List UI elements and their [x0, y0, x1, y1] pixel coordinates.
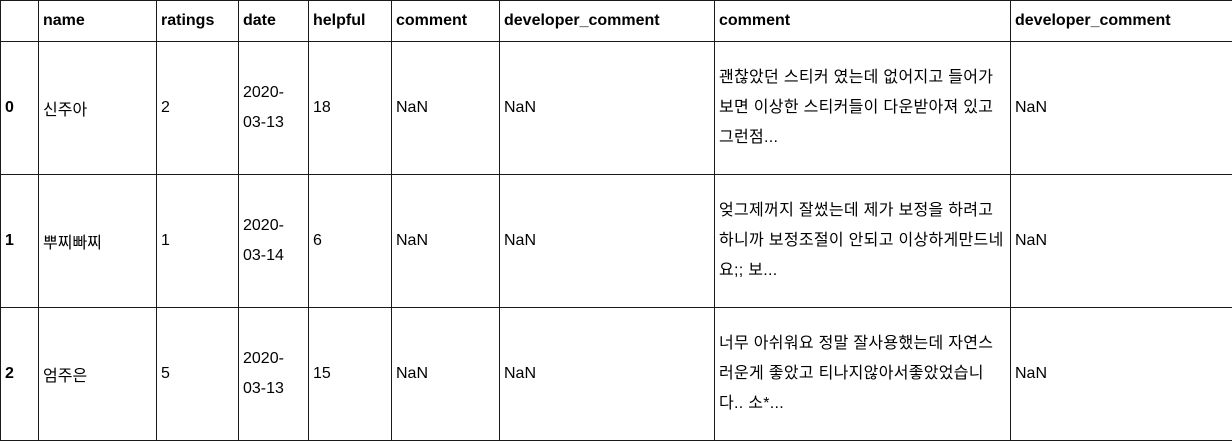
cell-comment: NaN — [391, 307, 500, 441]
cell-comment-2: 너무 아쉬워요 정말 잘사용했는데 자연스러운게 좋았고 티나지않아서좋았었습니… — [714, 307, 1011, 441]
column-header-comment-2: comment — [714, 0, 1011, 42]
table-row: 2 엄주은 5 2020- 03-13 15 NaN NaN 너무 아쉬워요 정말… — [0, 307, 1232, 441]
row-index: 2 — [0, 307, 39, 441]
date-line-1: 2020- — [243, 84, 284, 101]
cell-comment-2: 엊그제꺼지 잘썼는데 제가 보정을 하려고하니까 보정조절이 안되고 이상하게만… — [714, 174, 1011, 308]
cell-date: 2020- 03-13 — [238, 307, 309, 441]
table-row: 0 신주아 2 2020- 03-13 18 NaN NaN 괜찮았던 스티커 였… — [0, 41, 1232, 175]
column-header-ratings: ratings — [156, 0, 239, 42]
cell-helpful: 6 — [308, 174, 392, 308]
cell-helpful: 15 — [308, 307, 392, 441]
date-line-2: 03-14 — [243, 247, 284, 264]
cell-name: 뿌찌빠찌 — [38, 174, 157, 308]
cell-developer-comment-2: NaN — [1010, 174, 1232, 308]
cell-date: 2020- 03-14 — [238, 174, 309, 308]
cell-comment: NaN — [391, 41, 500, 175]
row-index: 0 — [0, 41, 39, 175]
cell-developer-comment: NaN — [499, 41, 715, 175]
cell-ratings: 1 — [156, 174, 239, 308]
date-line-2: 03-13 — [243, 380, 284, 397]
table-row: 1 뿌찌빠찌 1 2020- 03-14 6 NaN NaN 엊그제꺼지 잘썼는데… — [0, 174, 1232, 308]
date-line-1: 2020- — [243, 350, 284, 367]
cell-developer-comment: NaN — [499, 307, 715, 441]
cell-ratings: 5 — [156, 307, 239, 441]
column-header-date: date — [238, 0, 309, 42]
cell-comment-2: 괜찮았던 스티커 였는데 없어지고 들어가보면 이상한 스티커들이 다운받아져 … — [714, 41, 1011, 175]
cell-helpful: 18 — [308, 41, 392, 175]
column-header-name: name — [38, 0, 157, 42]
row-index: 1 — [0, 174, 39, 308]
cell-developer-comment-2: NaN — [1010, 307, 1232, 441]
cell-name: 엄주은 — [38, 307, 157, 441]
column-header-helpful: helpful — [308, 0, 392, 42]
cell-name: 신주아 — [38, 41, 157, 175]
column-header-developer-comment: developer_comment — [499, 0, 715, 42]
cell-comment: NaN — [391, 174, 500, 308]
cell-developer-comment-2: NaN — [1010, 41, 1232, 175]
cell-developer-comment: NaN — [499, 174, 715, 308]
index-header — [0, 0, 39, 42]
cell-date: 2020- 03-13 — [238, 41, 309, 175]
cell-ratings: 2 — [156, 41, 239, 175]
date-line-2: 03-13 — [243, 114, 284, 131]
column-header-comment: comment — [391, 0, 500, 42]
column-header-developer-comment-2: developer_comment — [1010, 0, 1232, 42]
header-row: name ratings date helpful comment develo… — [0, 0, 1232, 42]
date-line-1: 2020- — [243, 217, 284, 234]
